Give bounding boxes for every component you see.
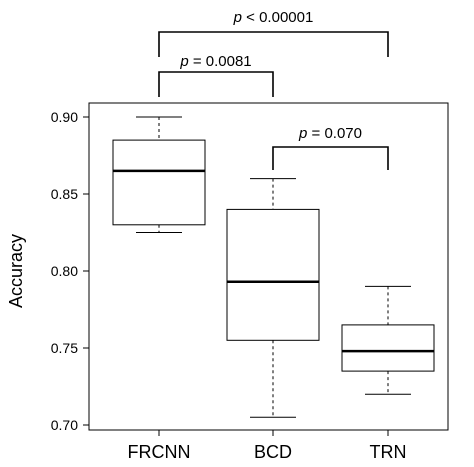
significance-bracket: p < 0.00001 — [158, 9, 389, 57]
y-tick-label: 0.75 — [51, 340, 78, 356]
plot-frame — [83, 102, 449, 436]
plot-border — [88, 102, 449, 431]
x-tick-label: BCD — [254, 442, 292, 462]
p-symbol: p — [179, 53, 188, 70]
bracket-line — [158, 31, 389, 57]
p-value-label: p = 0.0081 — [179, 53, 251, 70]
y-tick-label: 0.70 — [51, 417, 78, 433]
p-symbol: p — [298, 125, 307, 142]
p-value-text: < 0.00001 — [242, 9, 313, 26]
box-bcd — [226, 178, 320, 418]
p-value-text: = 0.0081 — [189, 53, 252, 70]
box-trn — [341, 285, 435, 395]
box-frcnn — [112, 116, 206, 233]
boxes — [112, 116, 435, 418]
iqr-box — [341, 324, 435, 372]
p-value-text: = 0.070 — [307, 125, 362, 142]
x-tick-label: TRN — [370, 442, 407, 462]
iqr-box — [226, 208, 320, 341]
bracket-line — [158, 71, 274, 97]
y-tick-label: 0.80 — [51, 263, 78, 279]
y-tick-label: 0.90 — [51, 109, 78, 125]
axis-labels: 0.70 0.75 0.80 0.85 0.90 FRCNN BCD TRN Accuracy — [6, 109, 407, 462]
y-axis-label: Accuracy — [6, 234, 26, 308]
significance-bracket: p = 0.070 — [272, 125, 389, 170]
p-value-label: p < 0.00001 — [233, 9, 314, 26]
iqr-box — [112, 139, 206, 226]
p-symbol: p — [233, 9, 242, 26]
p-value-label: p = 0.070 — [298, 125, 362, 142]
y-tick-label: 0.85 — [51, 186, 78, 202]
bracket-line — [272, 146, 389, 170]
significance-bracket: p = 0.0081 — [158, 53, 274, 97]
x-tick-label: FRCNN — [128, 442, 191, 462]
